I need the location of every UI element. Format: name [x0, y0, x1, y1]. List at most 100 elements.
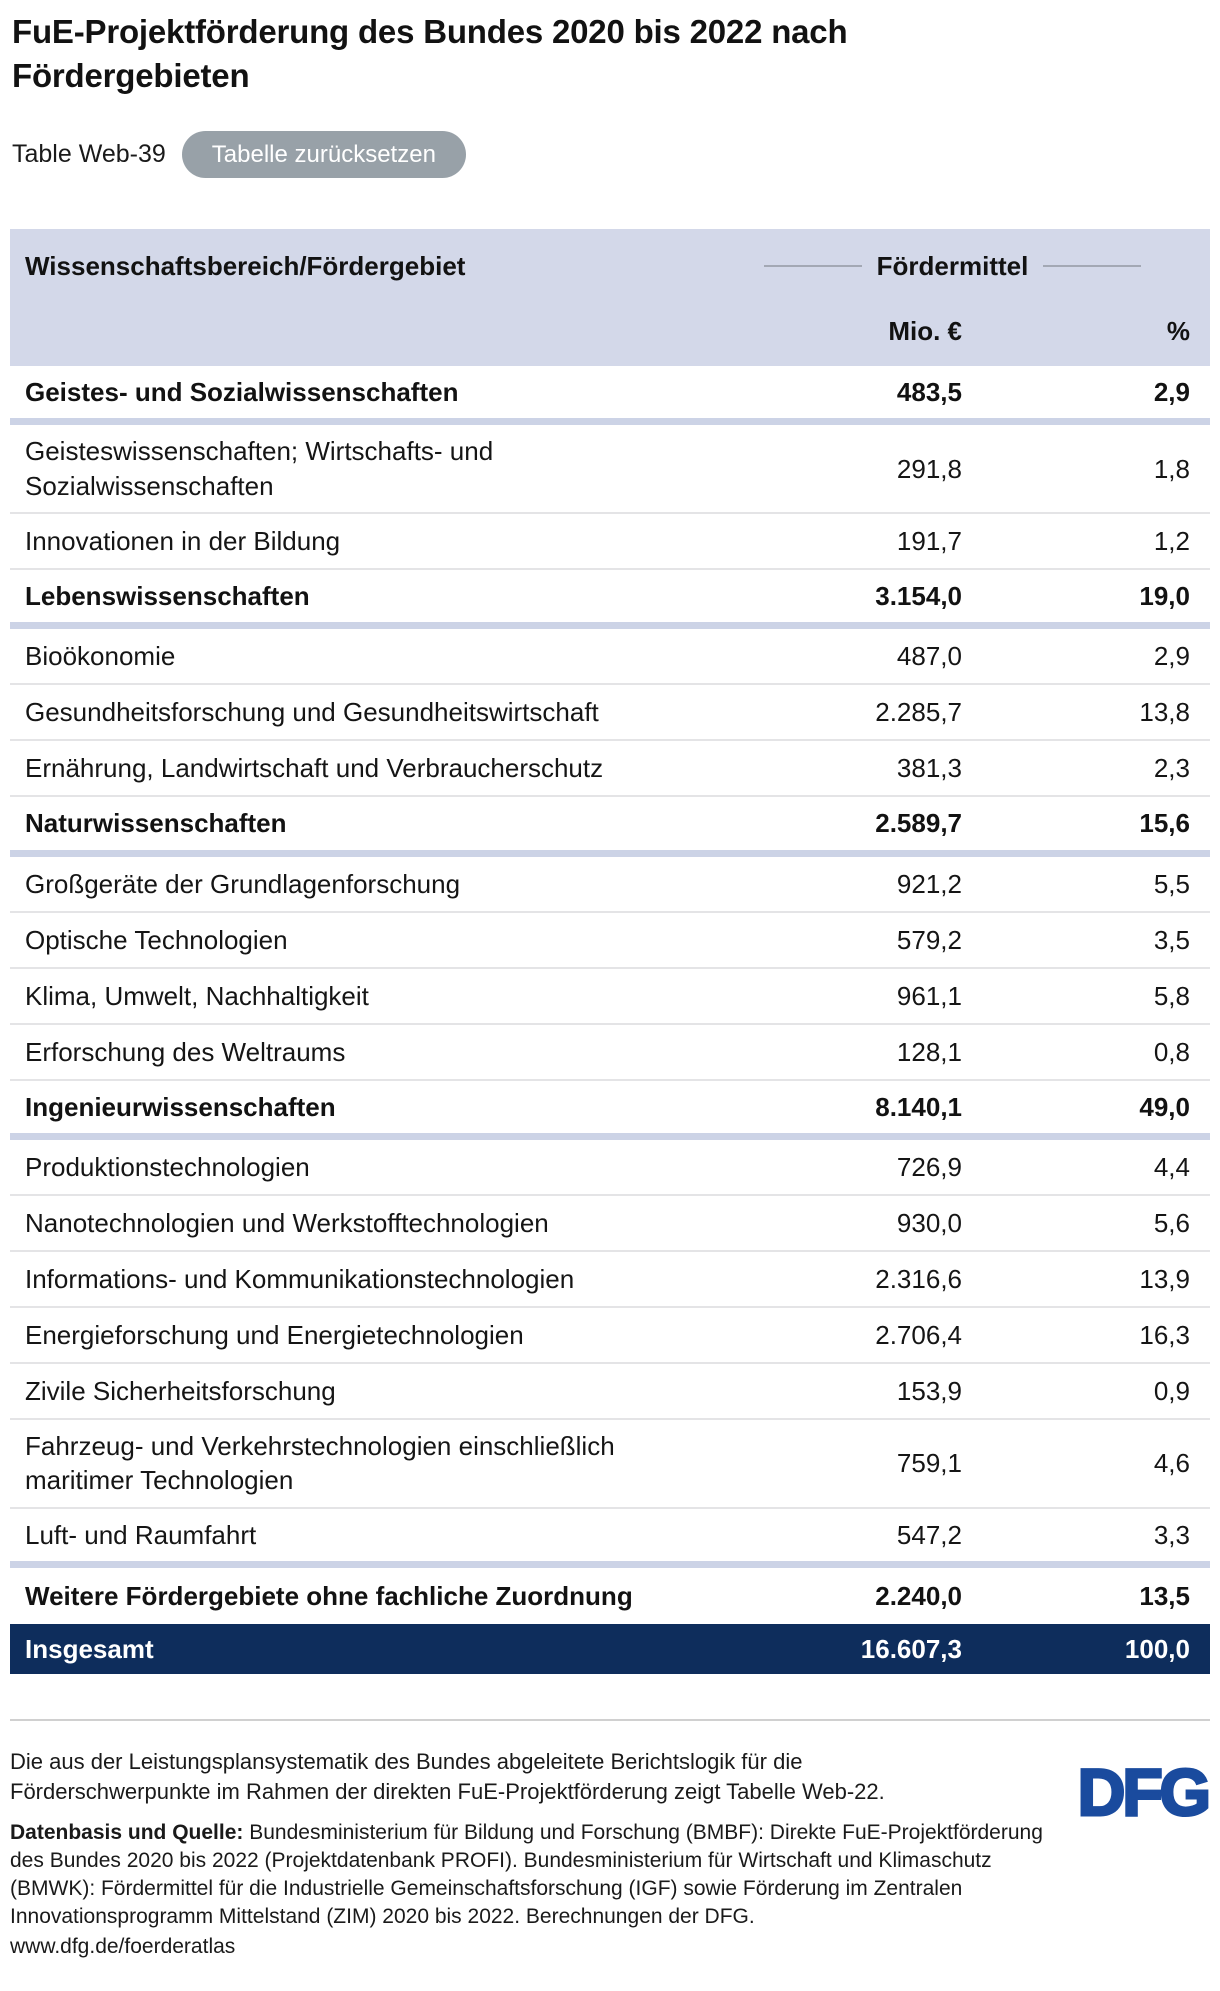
- row-label: Geisteswissenschaften; Wirtschafts- und …: [25, 436, 494, 501]
- row-label: Geistes- und Sozialwissenschaften: [25, 377, 459, 408]
- table-row: Ernährung, Landwirtschaft und Verbrauche…: [10, 741, 1210, 798]
- foerderatlas-link[interactable]: www.dfg.de/foerderatlas: [10, 1934, 236, 1958]
- row-label: Informations- und Kommunikationstechnolo…: [25, 1263, 575, 1294]
- row-value-pct: 4,6: [1153, 1448, 1190, 1479]
- row-value-pct: 2,3: [1153, 753, 1190, 784]
- row-value-mio: 726,9: [896, 1151, 962, 1182]
- table-row: Geisteswissenschaften; Wirtschafts- und …: [10, 425, 1210, 515]
- row-value-pct: 1,2: [1153, 525, 1190, 556]
- table-header-row-2: Mio. € %: [25, 303, 1190, 366]
- footer-texts: Die aus der Leistungsplansystematik des …: [10, 1747, 1050, 1961]
- row-value-mio: 381,3: [896, 753, 962, 784]
- header-rule-left: [763, 265, 862, 268]
- row-value-pct: 2,9: [1153, 641, 1190, 672]
- row-value-mio: 2.316,6: [875, 1263, 962, 1294]
- row-value-pct: 5,6: [1153, 1207, 1190, 1238]
- column-header-mio-eur: Mio. €: [888, 316, 962, 347]
- total-value-mio: 16.607,3: [860, 1633, 962, 1664]
- row-value-pct: 13,8: [1139, 697, 1190, 728]
- total-label: Insgesamt: [25, 1633, 154, 1664]
- row-label: Gesundheitsforschung und Gesundheitswirt…: [25, 697, 599, 728]
- row-label: Klima, Umwelt, Nachhaltigkeit: [25, 980, 369, 1011]
- footer-divider: [10, 1718, 1210, 1721]
- row-label: Zivile Sicherheitsforschung: [25, 1375, 336, 1406]
- row-value-mio: 3.154,0: [875, 581, 962, 612]
- row-label: Bioökonomie: [25, 641, 176, 672]
- row-value-mio: 2.706,4: [875, 1319, 962, 1350]
- row-label: Erforschung des Weltraums: [25, 1036, 346, 1067]
- row-label: Lebenswissenschaften: [25, 581, 310, 612]
- row-label: Ernährung, Landwirtschaft und Verbrauche…: [25, 753, 604, 784]
- source-label: Datenbasis und Quelle:: [10, 1820, 244, 1844]
- table-header-row-1: Wissenschaftsbereich/Fördergebiet Förder…: [25, 229, 1190, 303]
- reset-table-button[interactable]: Tabelle zurücksetzen: [181, 131, 466, 179]
- column-header-bereich: Wissenschaftsbereich/Fördergebiet: [25, 250, 466, 281]
- row-value-mio: 483,5: [896, 377, 962, 408]
- row-value-mio: 930,0: [896, 1207, 962, 1238]
- row-value-pct: 5,5: [1153, 868, 1190, 899]
- row-value-pct: 5,8: [1153, 980, 1190, 1011]
- row-value-pct: 1,8: [1153, 453, 1190, 484]
- row-value-pct: 13,5: [1139, 1580, 1190, 1611]
- row-label: Optische Technologien: [25, 924, 288, 955]
- table-row: Bioökonomie 487,0 2,9: [10, 629, 1210, 686]
- row-label: Luft- und Raumfahrt: [25, 1519, 257, 1550]
- column-group-header: Fördermittel: [715, 251, 1190, 282]
- row-label: Naturwissenschaften: [25, 808, 287, 839]
- table-row-section: Naturwissenschaften 2.589,7 15,6: [10, 797, 1210, 857]
- table-row: Optische Technologien 579,2 3,5: [10, 913, 1210, 969]
- footer: Die aus der Leistungsplansystematik des …: [10, 1747, 1213, 1961]
- table-row-section: Ingenieurwissenschaften 8.140,1 49,0: [10, 1081, 1210, 1140]
- table-row: Nanotechnologien und Werkstofftechnologi…: [10, 1196, 1210, 1252]
- table-row: Zivile Sicherheitsforschung 153,9 0,9: [10, 1364, 1210, 1420]
- row-value-mio: 128,1: [896, 1036, 962, 1067]
- row-value-pct: 3,3: [1153, 1519, 1190, 1550]
- table-row: Fahrzeug- und Verkehrstechnologien einsc…: [10, 1420, 1210, 1509]
- table-row: Energieforschung und Energietechnologien…: [10, 1308, 1210, 1364]
- row-value-mio: 153,9: [896, 1375, 962, 1406]
- page: FuE-Projektförderung des Bundes 2020 bis…: [0, 10, 1220, 1991]
- total-value-pct: 100,0: [1124, 1633, 1190, 1664]
- funding-table: Wissenschaftsbereich/Fördergebiet Förder…: [10, 229, 1210, 1674]
- table-row: Innovationen in der Bildung 191,7 1,2: [10, 514, 1210, 571]
- row-label: Ingenieurwissenschaften: [25, 1091, 336, 1122]
- row-label: Weitere Fördergebiete ohne fachliche Zuo…: [25, 1580, 633, 1611]
- table-row: Luft- und Raumfahrt 547,2 3,3: [10, 1509, 1210, 1568]
- row-value-pct: 4,4: [1153, 1151, 1190, 1182]
- column-group-label: Fördermittel: [876, 250, 1029, 281]
- column-header-percent: %: [1166, 316, 1190, 347]
- table-meta: Table Web-39 Tabelle zurücksetzen: [12, 131, 1210, 179]
- table-row: Klima, Umwelt, Nachhaltigkeit 961,1 5,8: [10, 969, 1210, 1025]
- table-row-section: Weitere Fördergebiete ohne fachliche Zuo…: [10, 1568, 1210, 1624]
- row-value-pct: 49,0: [1139, 1091, 1190, 1122]
- row-value-pct: 16,3: [1139, 1319, 1190, 1350]
- table-row-section: Lebenswissenschaften 3.154,0 19,0: [10, 570, 1210, 630]
- row-value-mio: 2.589,7: [875, 808, 962, 839]
- row-value-mio: 759,1: [896, 1448, 962, 1479]
- row-value-mio: 921,2: [896, 868, 962, 899]
- row-label: Nanotechnologien und Werkstofftechnologi…: [25, 1207, 549, 1238]
- row-value-pct: 13,9: [1139, 1263, 1190, 1294]
- table-row: Großgeräte der Grundlagenforschung 921,2…: [10, 857, 1210, 913]
- row-value-mio: 191,7: [896, 525, 962, 556]
- table-row: Gesundheitsforschung und Gesundheitswirt…: [10, 685, 1210, 742]
- row-label: Innovationen in der Bildung: [25, 525, 341, 556]
- table-header: Wissenschaftsbereich/Fördergebiet Förder…: [10, 229, 1210, 367]
- row-value-mio: 961,1: [896, 980, 962, 1011]
- table-row-section: Geistes- und Sozialwissenschaften 483,5 …: [10, 366, 1210, 426]
- header-rule-right: [1043, 265, 1142, 268]
- footer-note: Die aus der Leistungsplansystematik des …: [10, 1748, 885, 1804]
- row-label: Großgeräte der Grundlagenforschung: [25, 868, 461, 899]
- row-value-pct: 2,9: [1153, 377, 1190, 408]
- table-row: Informations- und Kommunikationstechnolo…: [10, 1252, 1210, 1308]
- table-number-label: Table Web-39: [12, 140, 166, 169]
- row-value-pct: 19,0: [1139, 581, 1190, 612]
- row-value-pct: 0,9: [1153, 1375, 1190, 1406]
- table-row: Produktionstechnologien 726,9 4,4: [10, 1140, 1210, 1196]
- row-value-mio: 487,0: [896, 641, 962, 672]
- row-value-mio: 579,2: [896, 924, 962, 955]
- row-value-pct: 3,5: [1153, 924, 1190, 955]
- source-text: Bundesministerium für Bildung und Forsch…: [10, 1820, 1043, 1928]
- table-row: Erforschung des Weltraums 128,1 0,8: [10, 1025, 1210, 1081]
- row-label: Energieforschung und Energietechnologien: [25, 1319, 524, 1350]
